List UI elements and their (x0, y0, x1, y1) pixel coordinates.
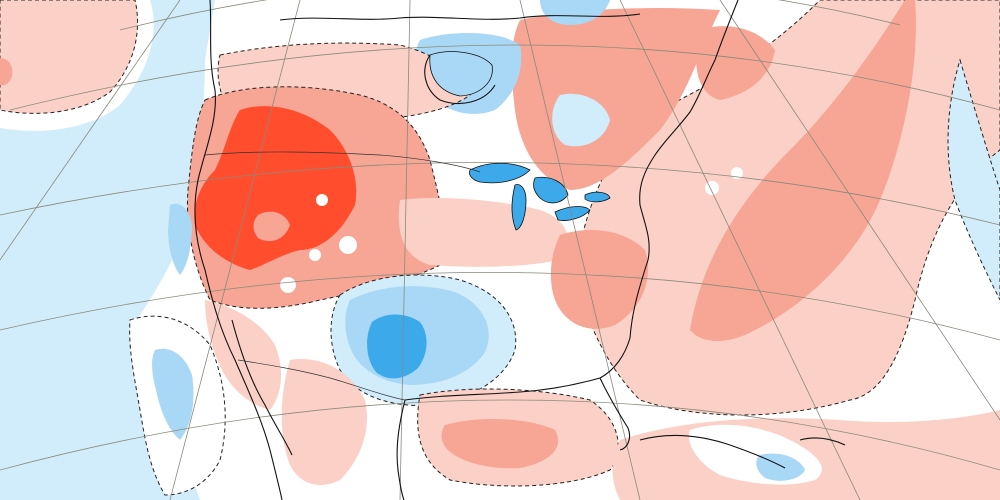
baja-coastline (231, 319, 293, 456)
coastlines (194, 0, 846, 500)
lake-michigan (511, 184, 527, 231)
hudson-bay-water (429, 51, 493, 97)
baja-cool-core (152, 348, 194, 440)
plains-mild-warm (398, 198, 569, 267)
mexico-mild-warm (281, 359, 368, 485)
longitude-line-3 (519, 0, 641, 500)
warm-cell-1 (798, 60, 818, 80)
hispaniola-coastline (799, 437, 846, 446)
west-coast-cool-sliver (168, 203, 192, 275)
latitude-line-4 (0, 272, 1000, 341)
east-coastline (629, 0, 739, 339)
pacific-warm-core (0, 58, 13, 86)
borders (204, 151, 481, 401)
latitude-line-1 (119, 0, 901, 31)
cool-cell-4 (309, 249, 321, 261)
labrador-warm (696, 26, 775, 101)
latitude-line-5 (0, 399, 1000, 471)
west-strong-warm-core (194, 106, 357, 270)
east-atlantic-cool-strip (947, 58, 1000, 301)
cuba-coastline (639, 434, 786, 469)
hudson-coastline (424, 54, 496, 104)
cool-cell-5 (705, 181, 719, 195)
cool-cell-3 (280, 277, 296, 293)
longitude-line-6 (0, 0, 181, 261)
longitude-line-5 (719, 0, 1000, 421)
cool-cell-6 (731, 167, 743, 179)
latitude-line-3 (0, 162, 1000, 226)
cool-cell-1 (316, 194, 328, 206)
longitude-line-1 (169, 0, 301, 500)
southeast-warm (550, 230, 649, 329)
gulf-warm-core (441, 418, 559, 469)
west-core-notch (253, 211, 290, 242)
arctic-coastline (279, 13, 641, 21)
atlantic-warm-core (690, 0, 916, 342)
lake-superior (469, 162, 531, 184)
gulf-coastline (404, 337, 631, 401)
pacific-warm-anomaly (0, 0, 139, 114)
lake-huron (533, 176, 569, 204)
west-coastline (194, 0, 283, 500)
lake-ontario (584, 191, 611, 203)
northeast-canada-warm (511, 8, 720, 190)
longitude-line-4 (619, 0, 861, 500)
quebec-cool-patch (552, 93, 610, 147)
us-mexico-border (237, 359, 406, 401)
cool-cell-2 (339, 236, 357, 254)
south-central-strong-cool-core (367, 314, 427, 379)
florida-coastline (599, 377, 631, 451)
arctic-cool-patch (540, 0, 610, 25)
latitude-line-2 (9, 44, 1000, 111)
us-canada-border (204, 151, 481, 173)
mexico-east-coastline (396, 399, 406, 500)
lake-erie (554, 206, 591, 221)
